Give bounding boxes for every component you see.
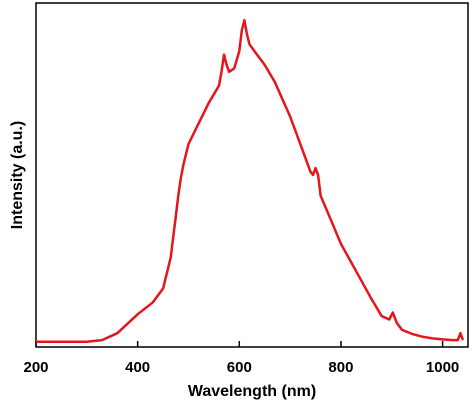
y-axis-label: Intensity (a.u.) xyxy=(9,121,26,229)
x-tick-label-600: 600 xyxy=(227,359,252,376)
x-tick-label-200: 200 xyxy=(23,359,48,376)
series-line xyxy=(36,18,465,344)
x-tick-labels: 200 400 600 800 1000 xyxy=(23,359,459,376)
x-axis-label: Wavelength (nm) xyxy=(188,383,316,400)
plot-area xyxy=(35,2,469,348)
x-tick-label-1000: 1000 xyxy=(426,359,459,376)
plot-frame xyxy=(35,2,469,348)
x-tick-label-800: 800 xyxy=(328,359,353,376)
x-tick-label-400: 400 xyxy=(125,359,150,376)
